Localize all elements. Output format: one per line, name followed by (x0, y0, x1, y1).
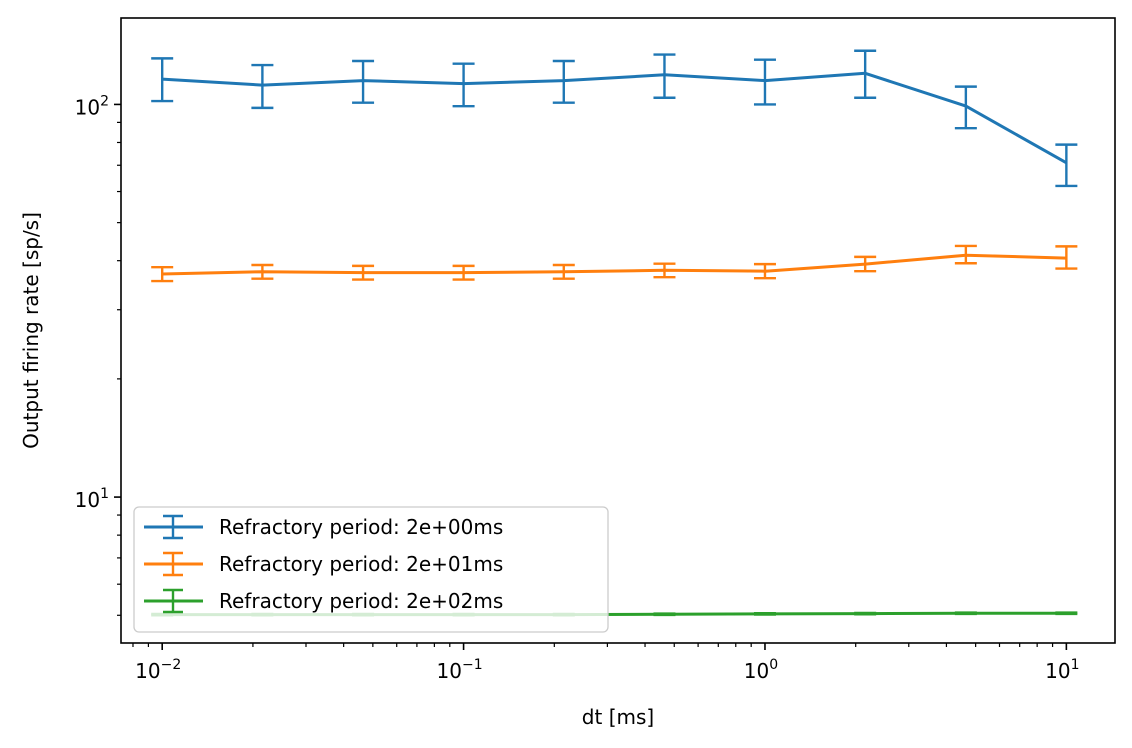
error-bar (151, 57, 174, 103)
error-bar (1055, 143, 1078, 188)
error-bar (753, 58, 776, 106)
legend-handle (144, 588, 203, 614)
error-bar (452, 264, 475, 281)
plot-frame (120, 17, 1116, 644)
error-bar (954, 244, 977, 265)
legend: Refractory period: 2e+00ms Refractory per… (133, 506, 609, 633)
y-axis-ticks: 101 102 (75, 93, 121, 616)
error-bar (352, 59, 375, 104)
x-tick-label: 101 (1045, 657, 1079, 683)
legend-label: Refractory period: 2e+01ms (219, 552, 503, 576)
legend-item: Refractory period: 2e+00ms (144, 514, 503, 540)
error-bar (1055, 611, 1078, 616)
error-bar (753, 262, 776, 280)
y-tick-label: 102 (75, 93, 109, 119)
series-line (162, 71, 1068, 165)
error-bar (854, 255, 877, 273)
legend-label: Refractory period: 2e+00ms (219, 515, 503, 539)
error-bar (251, 63, 274, 110)
error-bar (854, 49, 877, 99)
series-1 (151, 49, 1078, 188)
error-bar (653, 53, 676, 99)
error-bar (552, 263, 575, 280)
legend-handle (144, 551, 203, 577)
error-bar (1055, 245, 1078, 270)
x-tick-label: 10−1 (437, 657, 483, 683)
error-bar (151, 265, 174, 283)
error-bar (854, 611, 877, 616)
error-bar (954, 85, 977, 130)
legend-item: Refractory period: 2e+01ms (144, 551, 503, 577)
error-bar (753, 612, 776, 616)
y-tick-label: 101 (75, 486, 109, 512)
legend-box (133, 506, 609, 633)
x-axis-ticks: 10−2 10−1 100 101 (132, 643, 1080, 683)
y-axis-label: Output firing rate [sp/s] (19, 212, 43, 449)
error-bar (352, 264, 375, 281)
error-bar (653, 262, 676, 279)
error-bar (954, 611, 977, 616)
series-line (162, 253, 1067, 276)
x-tick-label: 100 (744, 657, 778, 683)
error-bar (452, 62, 475, 108)
error-bar (653, 612, 676, 617)
x-axis-label: dt [ms] (582, 705, 654, 729)
series-2 (151, 244, 1078, 283)
legend-handle (144, 514, 203, 540)
error-bar (552, 59, 575, 104)
x-tick-label: 10−2 (135, 657, 181, 683)
legend-label: Refractory period: 2e+02ms (219, 589, 503, 613)
legend-item: Refractory period: 2e+02ms (144, 588, 503, 614)
error-bar (251, 263, 274, 280)
